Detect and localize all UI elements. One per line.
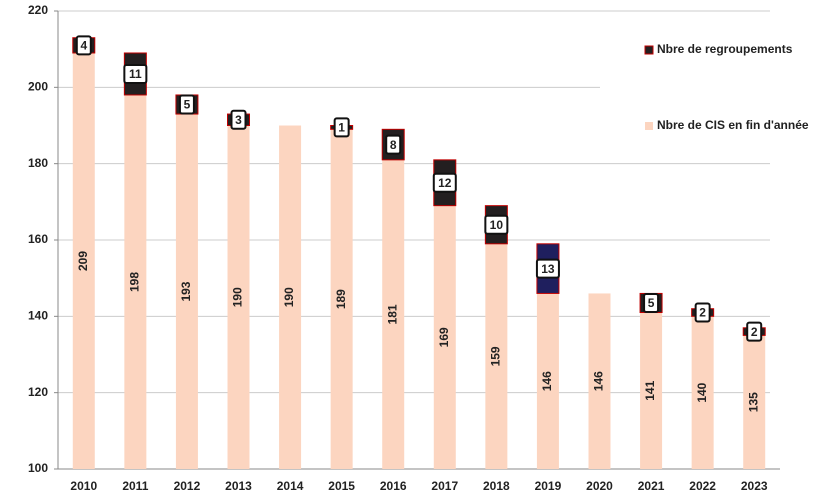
data-label: 12	[438, 176, 452, 190]
legend-swatch	[644, 45, 654, 55]
data-label: 140	[695, 382, 709, 402]
label-box	[484, 214, 509, 235]
legend-label: Nbre de CIS en fin d'année	[657, 118, 809, 132]
bar	[175, 114, 198, 470]
data-label: 5	[184, 98, 191, 112]
x-tick-label: 2014	[277, 479, 304, 493]
x-tick-label: 2023	[741, 479, 768, 493]
x-tick-label: 2011	[122, 479, 148, 493]
data-label: 2	[751, 325, 758, 339]
bar	[433, 205, 456, 469]
y-tick-label: 180	[28, 156, 48, 170]
bar	[72, 52, 95, 469]
bar	[485, 243, 508, 469]
bar	[743, 335, 766, 469]
legend-swatch	[645, 122, 653, 130]
x-tick-label: 2015	[328, 479, 355, 493]
legend-label: Nbre de regroupements	[657, 42, 793, 56]
data-label: 209	[76, 251, 90, 271]
x-tick-label: 2012	[174, 479, 201, 493]
label-box	[123, 63, 148, 84]
bar	[382, 159, 405, 469]
label-box	[333, 117, 350, 138]
bar	[640, 312, 663, 469]
data-label: 189	[334, 289, 348, 309]
data-label: 3	[235, 113, 242, 127]
label-box	[535, 258, 560, 279]
data-label: 8	[390, 138, 397, 152]
data-label: 13	[541, 262, 555, 276]
y-tick-label: 220	[28, 3, 48, 17]
data-label: 190	[231, 287, 245, 307]
data-label: 181	[385, 304, 399, 324]
x-tick-label: 2016	[380, 479, 407, 493]
data-label: 1	[338, 121, 345, 135]
label-box	[178, 94, 195, 115]
bar	[588, 293, 611, 469]
data-label: 11	[129, 67, 142, 81]
label-box	[432, 172, 457, 193]
data-label: 146	[540, 371, 554, 391]
y-tick-label: 100	[28, 461, 48, 475]
data-label: 10	[490, 218, 504, 232]
y-tick-label: 200	[28, 80, 48, 94]
x-tick-label: 2021	[638, 479, 665, 493]
data-label: 141	[643, 380, 657, 400]
bar	[279, 125, 302, 469]
label-box	[230, 109, 247, 130]
y-tick-label: 160	[28, 232, 48, 246]
label-box	[385, 134, 402, 155]
x-tick-label: 2018	[483, 479, 510, 493]
bar	[330, 129, 353, 470]
y-tick-label: 140	[28, 309, 48, 323]
data-label: 135	[746, 392, 760, 412]
bar	[691, 316, 714, 469]
y-tick-label: 120	[28, 385, 48, 399]
x-tick-label: 2010	[70, 479, 97, 493]
legend-box	[600, 30, 836, 150]
bar	[227, 125, 250, 469]
data-label: 2	[699, 306, 706, 320]
data-label: 146	[592, 371, 606, 391]
data-label: 169	[437, 327, 451, 347]
label-box	[75, 35, 92, 56]
bar	[124, 94, 147, 469]
x-tick-label: 2013	[225, 479, 252, 493]
data-label: 198	[128, 272, 142, 292]
data-label: 193	[179, 281, 193, 301]
bar	[536, 293, 559, 469]
x-tick-label: 2019	[535, 479, 562, 493]
data-label: 4	[80, 39, 87, 53]
label-box	[643, 292, 660, 313]
x-tick-label: 2020	[586, 479, 613, 493]
data-label: 5	[648, 296, 655, 310]
data-label: 159	[489, 346, 503, 366]
x-tick-label: 2017	[431, 479, 458, 493]
label-box	[746, 321, 763, 342]
x-tick-label: 2022	[689, 479, 716, 493]
label-box	[694, 302, 711, 323]
data-label: 190	[282, 287, 296, 307]
